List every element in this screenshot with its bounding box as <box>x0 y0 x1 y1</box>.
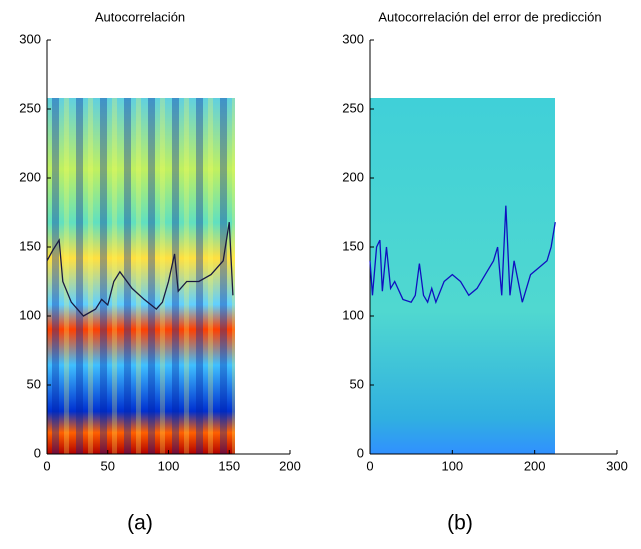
y-tick-label: 100 <box>342 307 364 322</box>
y-tick-label: 200 <box>342 169 364 184</box>
x-tick-label: 0 <box>43 458 50 473</box>
y-tick-label: 0 <box>357 445 364 460</box>
x-tick-label: 100 <box>441 458 463 473</box>
x-tick-label: 150 <box>218 458 240 473</box>
y-tick-label: 250 <box>342 100 364 115</box>
y-tick-label: 50 <box>27 376 41 391</box>
y-tick-label: 250 <box>19 100 41 115</box>
series-line <box>369 205 556 305</box>
chart-title: Autocorrelación del error de predicción <box>378 9 601 24</box>
y-tick-label: 50 <box>350 376 364 391</box>
x-tick-label: 200 <box>524 458 546 473</box>
series-line <box>46 222 234 317</box>
y-tick-label: 300 <box>342 31 364 46</box>
y-tick-label: 150 <box>19 238 41 253</box>
caption: (b) <box>447 512 473 535</box>
heatmap-b <box>370 98 555 454</box>
x-tick-label: 200 <box>279 458 301 473</box>
x-tick-label: 50 <box>101 458 115 473</box>
heatmap-a <box>47 98 235 454</box>
x-tick-label: 0 <box>366 458 373 473</box>
caption: (a) <box>127 512 153 535</box>
x-tick-label: 100 <box>158 458 180 473</box>
chart-title: Autocorrelación <box>95 9 185 24</box>
y-tick-label: 100 <box>19 307 41 322</box>
y-tick-label: 0 <box>34 445 41 460</box>
y-tick-label: 150 <box>342 238 364 253</box>
y-tick-label: 200 <box>19 169 41 184</box>
y-tick-label: 300 <box>19 31 41 46</box>
x-tick-label: 300 <box>606 458 628 473</box>
